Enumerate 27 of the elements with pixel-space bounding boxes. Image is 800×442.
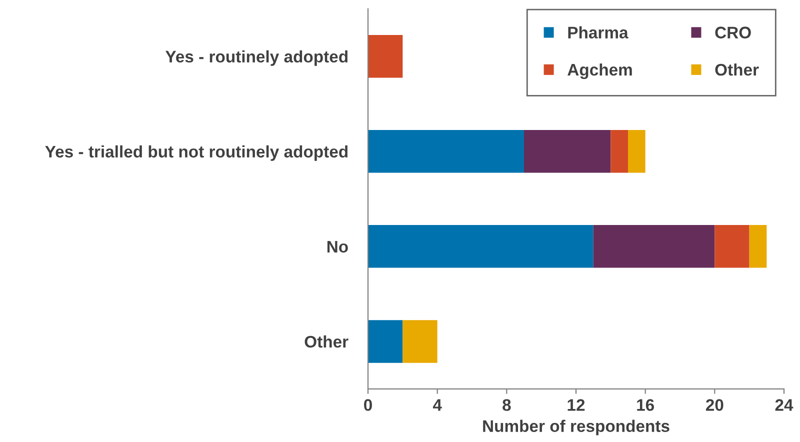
bar bbox=[368, 130, 524, 173]
bar bbox=[749, 225, 767, 268]
bar bbox=[368, 320, 403, 363]
bar bbox=[524, 130, 611, 173]
bar bbox=[610, 130, 628, 173]
bar bbox=[402, 320, 438, 363]
x-tick-label: 12 bbox=[568, 399, 585, 411]
y-tick-label: Yes - routinely adopted bbox=[165, 50, 348, 66]
legend-label: Pharma bbox=[568, 26, 628, 38]
x-tick-label: 20 bbox=[706, 399, 724, 411]
x-tick-label: 8 bbox=[502, 399, 511, 411]
bar bbox=[628, 130, 646, 173]
legend-label: Agchem bbox=[568, 63, 632, 80]
y-tick-label: No bbox=[327, 240, 348, 253]
legend-label: Other bbox=[715, 63, 759, 76]
y-tick-label: Other bbox=[304, 335, 348, 348]
x-tick-label: 0 bbox=[364, 399, 372, 411]
legend-label: CRO bbox=[715, 26, 751, 38]
bar bbox=[714, 225, 750, 268]
x-tick-label: 24 bbox=[775, 399, 794, 411]
x-tick-label: 16 bbox=[637, 399, 654, 411]
bar bbox=[368, 225, 594, 268]
bar bbox=[593, 225, 715, 268]
x-axis-title: Number of respondents bbox=[483, 420, 670, 436]
x-tick-label: 4 bbox=[432, 399, 442, 411]
y-tick-label: Yes - trialled but not routinely adopted bbox=[45, 145, 348, 161]
bar bbox=[368, 34, 403, 78]
